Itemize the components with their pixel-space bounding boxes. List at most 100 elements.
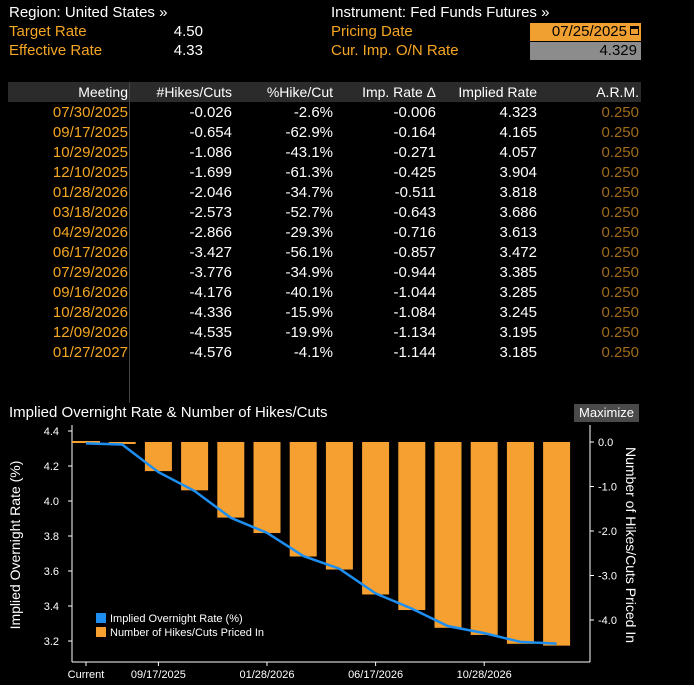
legend-swatch-line (96, 613, 106, 623)
cell-arm: 0.250 (601, 244, 639, 261)
cell-implied-rate: 3.385 (499, 264, 537, 281)
cell-hikes-cuts: -4.535 (189, 324, 232, 341)
cell-implied-rate: 3.185 (499, 344, 537, 361)
cell-implied-rate: 4.323 (499, 104, 537, 121)
maximize-button[interactable]: Maximize (574, 404, 639, 422)
cell-hikes-cuts: -3.776 (189, 264, 232, 281)
cell-arm: 0.250 (601, 124, 639, 141)
table-row[interactable]: 01/28/2026 -2.046 -34.7% -0.511 3.818 0.250 (8, 183, 641, 203)
calendar-icon[interactable] (630, 26, 639, 35)
cell-pct-hike-cut: -2.6% (293, 104, 333, 121)
cell-hikes-cuts: -1.086 (189, 144, 232, 161)
left-tick-label: 3.2 (44, 636, 59, 648)
cell-arm: 0.250 (601, 204, 639, 221)
cell-arm: 0.250 (601, 284, 639, 301)
bar (506, 442, 534, 644)
col-arm[interactable]: A.R.M. (596, 84, 639, 100)
table-row[interactable]: 06/17/2026 -3.427 -56.1% -0.857 3.472 0.250 (8, 243, 641, 263)
table-row[interactable]: 10/28/2026 -4.336 -15.9% -1.084 3.245 0.250 (8, 303, 641, 323)
pricing-date-value: 07/25/2025 (551, 23, 627, 40)
cell-imp-rate-delta: -0.857 (393, 244, 436, 261)
table-row[interactable]: 12/10/2025 -1.699 -61.3% -0.425 3.904 0.250 (8, 163, 641, 183)
cell-imp-rate-delta: -0.006 (393, 104, 436, 121)
cell-imp-rate-delta: -0.164 (393, 124, 436, 141)
region-selector[interactable]: Region: United States » (9, 4, 168, 21)
bar (217, 442, 245, 518)
table-row[interactable]: 07/29/2026 -3.776 -34.9% -0.944 3.385 0.250 (8, 263, 641, 283)
meetings-table: Meeting #Hikes/Cuts %Hike/Cut Imp. Rate … (8, 82, 641, 403)
cell-meeting: 03/18/2026 (52, 204, 128, 221)
table-row[interactable]: 10/29/2025 -1.086 -43.1% -0.271 4.057 0.250 (8, 143, 641, 163)
col-imp-rate-delta[interactable]: Imp. Rate Δ (362, 84, 436, 100)
table-row[interactable]: 09/17/2025 -0.654 -62.9% -0.164 4.165 0.250 (8, 123, 641, 143)
cell-hikes-cuts: -1.699 (189, 164, 232, 181)
cell-implied-rate: 4.165 (499, 124, 537, 141)
cell-arm: 0.250 (601, 224, 639, 241)
col-meeting[interactable]: Meeting (78, 84, 128, 100)
legend-label-line: Implied Overnight Rate (%) (110, 613, 243, 625)
pricing-date-label: Pricing Date (331, 23, 413, 40)
bar (108, 442, 136, 444)
cell-meeting: 07/29/2026 (52, 264, 128, 281)
cell-imp-rate-delta: -0.425 (393, 164, 436, 181)
left-axis-label: Implied Overnight Rate (%) (7, 461, 23, 630)
x-tick-label: Current (68, 669, 105, 681)
instrument-selector[interactable]: Instrument: Fed Funds Futures » (331, 4, 550, 21)
cell-meeting: 01/28/2026 (52, 184, 128, 201)
col-implied-rate[interactable]: Implied Rate (458, 84, 537, 100)
x-tick-label: 06/17/2026 (348, 669, 403, 681)
cell-meeting: 10/28/2026 (52, 304, 128, 321)
cell-arm: 0.250 (601, 304, 639, 321)
column-divider (129, 82, 130, 403)
cell-meeting: 09/16/2026 (52, 284, 128, 301)
cell-arm: 0.250 (601, 324, 639, 341)
cell-pct-hike-cut: -40.1% (285, 284, 333, 301)
table-row[interactable]: 07/30/2025 -0.026 -2.6% -0.006 4.323 0.250 (8, 103, 641, 123)
bar (398, 442, 426, 611)
col-pct-hike-cut[interactable]: %Hike/Cut (266, 84, 333, 100)
right-tick-label: -4.0 (598, 615, 617, 627)
table-row[interactable]: 04/29/2026 -2.866 -29.3% -0.716 3.613 0.250 (8, 223, 641, 243)
cell-arm: 0.250 (601, 104, 639, 121)
left-tick-label: 3.6 (44, 566, 59, 578)
cell-implied-rate: 3.904 (499, 164, 537, 181)
cell-hikes-cuts: -0.026 (189, 104, 232, 121)
table-row[interactable]: 09/16/2026 -4.176 -40.1% -1.044 3.285 0.250 (8, 283, 641, 303)
cell-arm: 0.250 (601, 264, 639, 281)
cell-meeting: 01/27/2027 (52, 344, 128, 361)
cell-meeting: 04/29/2026 (52, 224, 128, 241)
cell-meeting: 12/10/2025 (52, 164, 128, 181)
target-rate-label: Target Rate (9, 23, 87, 40)
cell-meeting: 09/17/2025 (52, 124, 128, 141)
cell-arm: 0.250 (601, 144, 639, 161)
table-row[interactable]: 12/09/2026 -4.535 -19.9% -1.134 3.195 0.250 (8, 323, 641, 343)
legend-swatch-bar (96, 627, 106, 637)
cell-hikes-cuts: -2.573 (189, 204, 232, 221)
bar (253, 442, 281, 534)
left-tick-label: 4.2 (44, 461, 59, 473)
col-hikes-cuts[interactable]: #Hikes/Cuts (156, 84, 232, 100)
cell-pct-hike-cut: -19.9% (285, 324, 333, 341)
cell-hikes-cuts: -4.576 (189, 344, 232, 361)
cell-meeting: 06/17/2026 (52, 244, 128, 261)
x-tick-label: 10/28/2026 (457, 669, 512, 681)
table-row[interactable]: 03/18/2026 -2.573 -52.7% -0.643 3.686 0.250 (8, 203, 641, 223)
effective-rate-label: Effective Rate (9, 42, 103, 59)
cell-implied-rate: 3.686 (499, 204, 537, 221)
right-axis-label: Number of Hikes/Cuts Priced In (623, 447, 639, 643)
bar (181, 442, 209, 491)
cell-implied-rate: 3.245 (499, 304, 537, 321)
cell-imp-rate-delta: -0.944 (393, 264, 436, 281)
bar (434, 442, 462, 628)
cell-imp-rate-delta: -1.044 (393, 284, 436, 301)
cell-arm: 0.250 (601, 184, 639, 201)
implied-rate-line (85, 442, 557, 645)
x-tick-label: 01/28/2026 (239, 669, 294, 681)
cell-hikes-cuts: -2.046 (189, 184, 232, 201)
cell-hikes-cuts: -3.427 (189, 244, 232, 261)
cell-pct-hike-cut: -61.3% (285, 164, 333, 181)
pricing-date-field[interactable]: 07/25/2025 (530, 23, 641, 41)
cell-arm: 0.250 (601, 164, 639, 181)
table-row[interactable]: 01/27/2027 -4.576 -4.1% -1.144 3.185 0.250 (8, 343, 641, 363)
cell-arm: 0.250 (601, 344, 639, 361)
